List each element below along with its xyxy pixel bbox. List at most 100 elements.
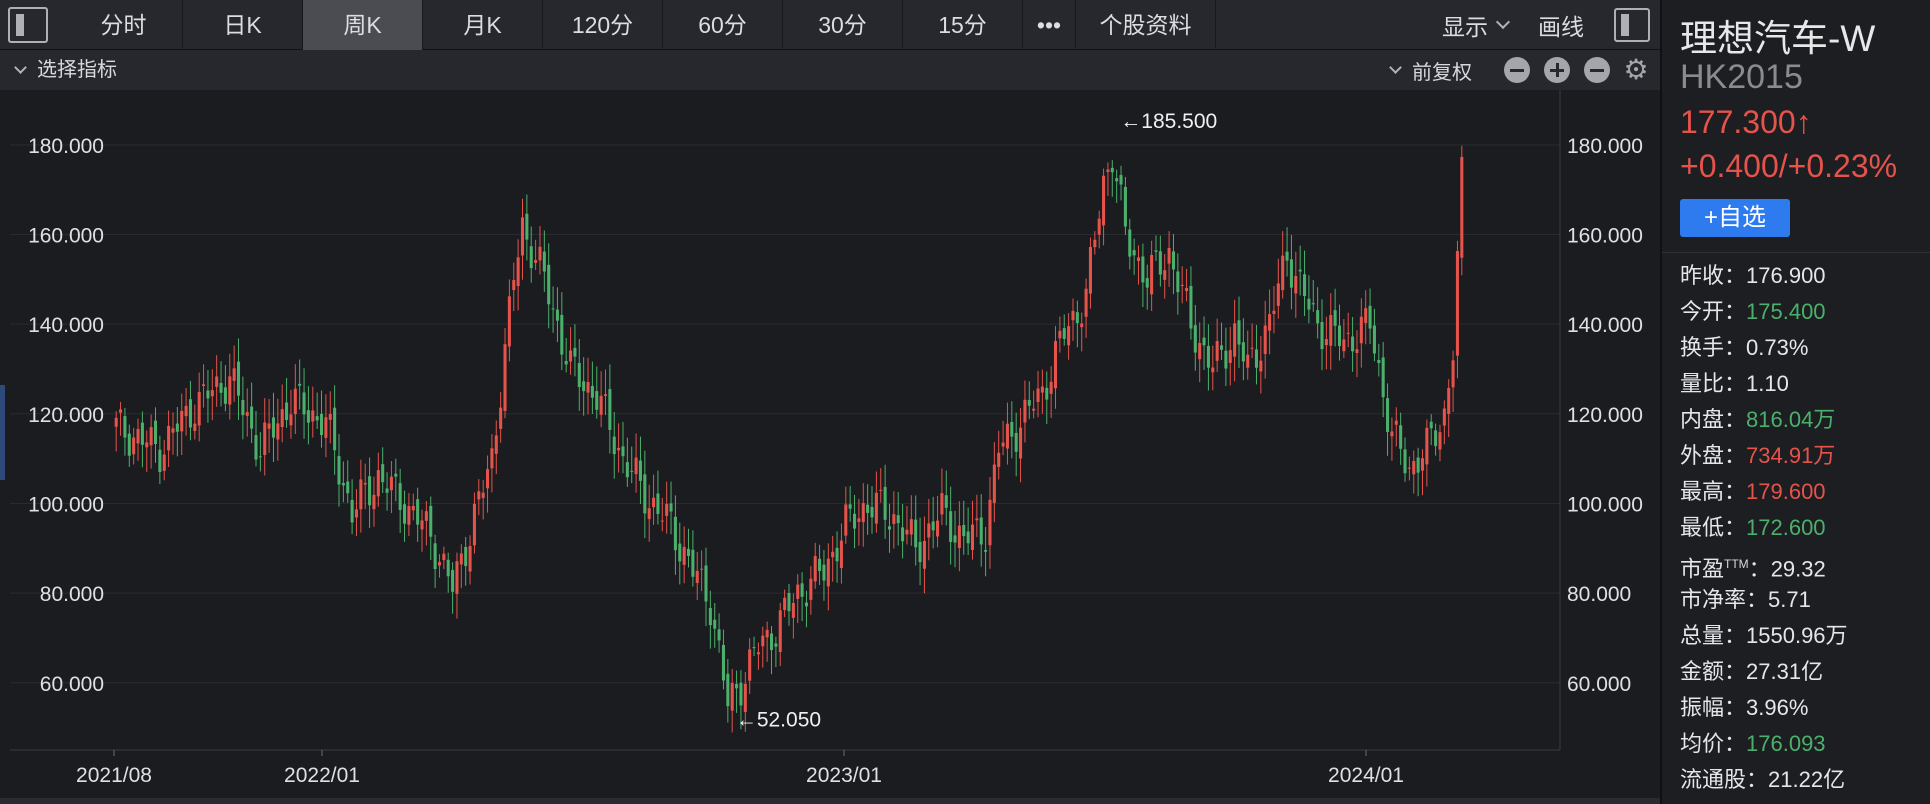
candle-body bbox=[1202, 337, 1206, 346]
zoom-in-icon[interactable] bbox=[1544, 57, 1570, 83]
candle-body bbox=[507, 296, 511, 347]
candle-body bbox=[901, 527, 905, 542]
candle-body bbox=[1241, 342, 1245, 362]
candle-body bbox=[927, 523, 931, 538]
stat-label: 最高： bbox=[1680, 479, 1747, 504]
candle-body bbox=[1158, 251, 1162, 275]
tab-9[interactable]: 个股资料 bbox=[1076, 0, 1216, 50]
tab-8[interactable]: ••• bbox=[1023, 0, 1076, 50]
candle-body bbox=[1005, 423, 1009, 449]
candle-body bbox=[621, 446, 625, 457]
tab-2[interactable]: 周K bbox=[303, 0, 423, 50]
candle-body bbox=[721, 644, 725, 681]
candle-body bbox=[997, 452, 1001, 467]
stat-label: 均价： bbox=[1680, 731, 1747, 756]
horizontal-scrollbar[interactable] bbox=[0, 798, 1660, 804]
adjust-dropdown[interactable]: 前复权 bbox=[1389, 56, 1472, 85]
candle-body bbox=[1425, 427, 1429, 465]
candle-body bbox=[1119, 175, 1123, 185]
candle-body bbox=[1329, 315, 1333, 346]
candle-body bbox=[1198, 342, 1202, 360]
candle-body bbox=[582, 381, 586, 392]
tab-6[interactable]: 30分 bbox=[783, 0, 903, 50]
candle-body bbox=[455, 561, 459, 594]
y-tick-label-left: 180.000 bbox=[28, 135, 104, 158]
add-watchlist-button[interactable]: +自选 bbox=[1680, 199, 1790, 237]
candle-body bbox=[634, 457, 638, 475]
candle-body bbox=[328, 414, 332, 420]
candle-body bbox=[280, 409, 284, 428]
candle-body bbox=[735, 683, 739, 689]
tab-0[interactable]: 分时 bbox=[65, 0, 183, 50]
stat-row: 流通股：21.22亿 bbox=[1680, 762, 1848, 798]
candle-body bbox=[857, 518, 861, 522]
candle-body bbox=[289, 414, 293, 426]
candle-body bbox=[1084, 288, 1088, 317]
candle-body bbox=[809, 578, 813, 600]
candle-body bbox=[573, 347, 577, 357]
price-change: +0.400/+0.23% bbox=[1680, 148, 1898, 184]
y-tick-label-left: 160.000 bbox=[28, 224, 104, 247]
y-tick-label-left: 100.000 bbox=[28, 493, 104, 516]
display-menu[interactable]: 显示 bbox=[1442, 8, 1511, 42]
candle-body bbox=[944, 495, 948, 508]
tab-3[interactable]: 月K bbox=[423, 0, 543, 50]
candle-body bbox=[1233, 323, 1237, 357]
x-tick-label: 2023/01 bbox=[806, 764, 882, 787]
stat-value: 175.400 bbox=[1746, 299, 1826, 324]
stat-row: 总量：1550.96万 bbox=[1680, 618, 1848, 654]
candle-body bbox=[1027, 400, 1031, 406]
candle-body bbox=[866, 504, 870, 513]
zoom-out-icon[interactable] bbox=[1504, 57, 1530, 83]
candle-body bbox=[389, 476, 393, 491]
gear-icon[interactable]: ⚙ bbox=[1623, 54, 1649, 85]
sidebar-toggle-icon[interactable] bbox=[8, 7, 48, 43]
candle-body bbox=[403, 504, 407, 524]
chart-controls: 前复权 ⚙ bbox=[1389, 50, 1650, 90]
candle-body bbox=[1141, 256, 1145, 283]
candle-body bbox=[407, 506, 411, 525]
candle-body bbox=[1075, 312, 1079, 324]
tab-4[interactable]: 120分 bbox=[543, 0, 663, 50]
kline-chart[interactable]: 60.000 60.000 80.000 80.000 100.000 100.000 12… bbox=[0, 90, 1660, 804]
candle-body bbox=[158, 449, 162, 473]
candle-body bbox=[293, 388, 297, 415]
candle-body bbox=[1381, 357, 1385, 398]
candle-body bbox=[590, 385, 594, 398]
candle-body bbox=[1324, 339, 1328, 346]
tab-1[interactable]: 日K bbox=[183, 0, 303, 50]
candle-body bbox=[1136, 257, 1141, 261]
period-toolbar: 分时 日K 周K 月K 120分 60分 30分 15分 ••• 个股资料 显示 画线 bbox=[0, 0, 1660, 50]
stat-row: 金额：27.31亿 bbox=[1680, 654, 1848, 690]
candle-body bbox=[1407, 467, 1411, 469]
candle-body bbox=[149, 427, 153, 446]
candle-body bbox=[896, 515, 900, 524]
candle-body bbox=[1067, 326, 1071, 346]
draw-line-button[interactable]: 画线 bbox=[1538, 8, 1584, 42]
indicator-selector[interactable]: 选择指标 bbox=[14, 50, 117, 90]
candle-body bbox=[1167, 247, 1171, 264]
candle-body bbox=[1355, 349, 1359, 353]
candle-body bbox=[1014, 432, 1018, 452]
candle-body bbox=[1337, 325, 1342, 347]
candle-body bbox=[184, 405, 188, 417]
candle-body bbox=[1053, 341, 1058, 389]
candle-body bbox=[416, 499, 420, 525]
quote-panel: 理想汽车-W HK2015 177.300↑ +0.400/+0.23% +自选… bbox=[1660, 0, 1930, 804]
tab-5[interactable]: 60分 bbox=[663, 0, 783, 50]
stat-value: 179.600 bbox=[1746, 479, 1826, 504]
candle-body bbox=[796, 584, 800, 599]
candle-body bbox=[957, 525, 961, 548]
collapse-icon[interactable] bbox=[1584, 57, 1610, 83]
candle-body bbox=[861, 503, 865, 523]
tab-7[interactable]: 15分 bbox=[903, 0, 1023, 50]
candle-body bbox=[424, 511, 428, 521]
stat-row: 最低：172.600 bbox=[1680, 510, 1848, 546]
candle-body bbox=[1150, 254, 1154, 295]
candle-body bbox=[1036, 388, 1040, 403]
stat-value: 29.32 bbox=[1770, 556, 1826, 582]
panel-toggle-icon[interactable] bbox=[1614, 8, 1650, 42]
candle-body bbox=[1154, 250, 1158, 252]
candle-body bbox=[337, 456, 341, 485]
kline-chart-area[interactable]: 60.000 60.000 80.000 80.000 100.000 100.000 12… bbox=[0, 90, 1660, 804]
